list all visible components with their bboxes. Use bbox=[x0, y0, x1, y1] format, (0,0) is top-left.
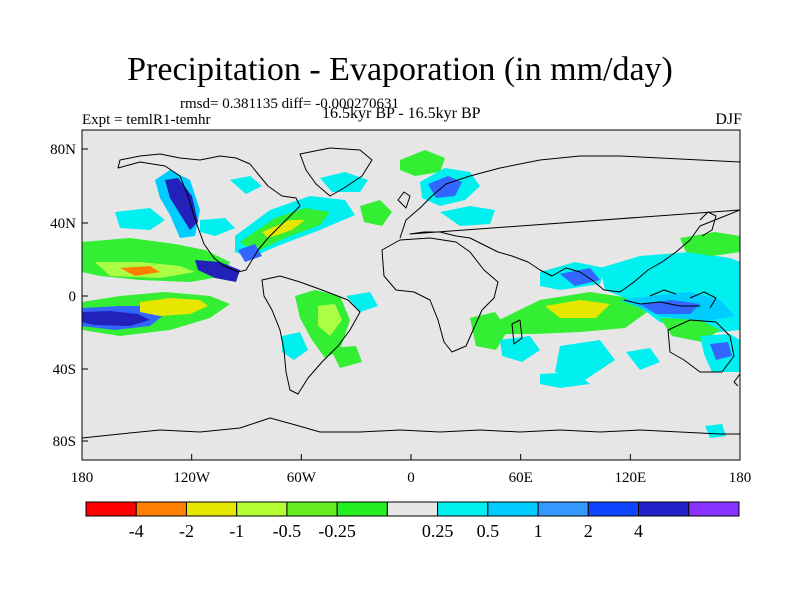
colorbar-box bbox=[135, 501, 187, 517]
field-bay-bengal-blue bbox=[560, 268, 600, 286]
field-us-east-blue bbox=[238, 244, 262, 262]
field-north-pacific-cyan bbox=[230, 176, 262, 194]
field-central-america-darkblue bbox=[195, 260, 240, 282]
field-southern-ocean-cyan bbox=[540, 372, 590, 388]
lat-tick-label: 80S bbox=[53, 434, 76, 450]
coast-greenland bbox=[299, 147, 373, 197]
field-mid-atlantic-green bbox=[360, 200, 392, 226]
lat-tick-label: 40N bbox=[50, 216, 76, 232]
field-north-west-pacific-green bbox=[680, 232, 740, 256]
colorbar-box bbox=[336, 501, 388, 517]
field-south-america-cyan bbox=[282, 332, 308, 360]
coast-africa bbox=[381, 237, 499, 353]
lat-tick-label: 80N bbox=[50, 142, 76, 158]
coast-uk bbox=[397, 191, 411, 209]
field-south-indian-cyan bbox=[555, 340, 615, 380]
coast-madagascar bbox=[511, 319, 523, 345]
field-nw-america-darkblue bbox=[165, 178, 198, 230]
colorbar-box bbox=[185, 501, 238, 517]
coast-south-america bbox=[261, 275, 361, 395]
coastlines bbox=[82, 147, 740, 439]
colorbar-label: 4 bbox=[634, 521, 643, 541]
field-south-atlantic-green bbox=[330, 346, 362, 368]
colorbar-box bbox=[386, 501, 439, 517]
latitude-axis: 80N 40N 0 40S 80S bbox=[50, 142, 88, 450]
lon-tick-label: 60E bbox=[509, 470, 533, 486]
lon-tick-label: 120E bbox=[614, 470, 646, 486]
field-maritime-blue bbox=[640, 300, 700, 314]
colorbar-box bbox=[688, 501, 740, 517]
lon-tick-label: 180 bbox=[71, 470, 94, 486]
colorbar-label: -0.5 bbox=[273, 521, 302, 541]
coast-australia bbox=[667, 319, 735, 373]
field-south-atlantic-cyan bbox=[346, 292, 378, 312]
colorbar-box bbox=[286, 501, 338, 517]
lon-tick-label: 120W bbox=[173, 470, 211, 486]
colorbar-box bbox=[437, 501, 489, 517]
colorbar: -4 -2 -1 -0.5 -0.25 0.25 0.5 1 2 4 bbox=[85, 501, 740, 541]
lon-tick-label: 180 bbox=[729, 470, 752, 486]
coast-new-zealand bbox=[733, 373, 740, 387]
coast-north-america bbox=[117, 153, 301, 273]
lat-tick-label: 40S bbox=[53, 362, 76, 378]
lat-tick-label: 0 bbox=[69, 289, 77, 305]
colorbar-box bbox=[537, 501, 589, 517]
coast-antarctica bbox=[82, 417, 740, 439]
colorbar-box bbox=[638, 501, 690, 517]
field-south-indian-cyan-2 bbox=[626, 348, 660, 370]
longitude-axis: 180 120W 60W 0 60E 120E 180 bbox=[71, 454, 752, 486]
colorbar-box bbox=[587, 501, 640, 517]
field-south-pacific-darkblue bbox=[82, 311, 150, 326]
colorbar-label: -1 bbox=[229, 521, 244, 541]
anomaly-fields bbox=[82, 150, 740, 438]
colorbar-label: -4 bbox=[129, 521, 144, 541]
colorbar-label: 0.25 bbox=[422, 521, 454, 541]
coast-japan bbox=[699, 211, 717, 237]
field-europe-cyan bbox=[440, 206, 495, 226]
colorbar-box bbox=[85, 501, 137, 517]
colorbar-label: 0.5 bbox=[477, 521, 500, 541]
colorbar-box bbox=[487, 501, 539, 517]
colorbar-box bbox=[236, 501, 288, 517]
colorbar-label: 2 bbox=[584, 521, 593, 541]
colorbar-label: -2 bbox=[179, 521, 194, 541]
lon-tick-label: 0 bbox=[407, 470, 415, 486]
field-madagascar-cyan bbox=[500, 336, 540, 362]
field-amazon-lightgreen bbox=[318, 304, 342, 336]
field-australia-blue bbox=[710, 342, 732, 360]
field-greenland-green bbox=[400, 150, 445, 176]
field-pacific-cyan-2 bbox=[200, 218, 235, 236]
field-north-pacific-orange bbox=[120, 266, 160, 276]
field-indian-ocean-yellow bbox=[545, 300, 610, 318]
lon-tick-label: 60W bbox=[287, 470, 317, 486]
colorbar-label: -0.25 bbox=[318, 521, 356, 541]
plot-title: Precipitation - Evaporation (in mm/day) bbox=[127, 51, 673, 88]
period-label: 16.5kyr BP - 16.5kyr BP bbox=[322, 105, 481, 122]
field-south-pacific-yellow bbox=[140, 298, 208, 316]
colorbar-label: 1 bbox=[534, 521, 543, 541]
field-pacific-cyan bbox=[115, 208, 165, 230]
season-label: DJF bbox=[715, 111, 742, 128]
field-north-atlantic-cyan bbox=[320, 172, 368, 192]
stats-text: rmsd= 0.381135 diff= -0.000270631 bbox=[180, 96, 399, 112]
coast-europe-asia bbox=[399, 155, 740, 293]
coast-indonesia bbox=[623, 289, 717, 309]
experiment-label: Expt = temlR1-temhr bbox=[82, 112, 211, 128]
